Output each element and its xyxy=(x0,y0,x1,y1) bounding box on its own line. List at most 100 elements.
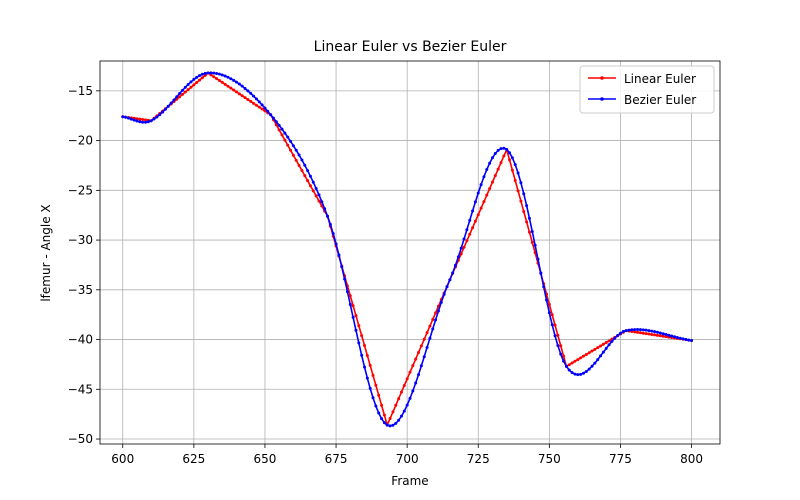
data-point xyxy=(263,106,267,110)
data-point xyxy=(525,220,529,224)
data-point xyxy=(655,330,659,334)
data-point xyxy=(271,116,275,120)
data-point xyxy=(198,78,202,82)
data-point xyxy=(471,209,475,213)
data-point xyxy=(519,181,523,185)
data-point xyxy=(576,373,580,377)
data-point xyxy=(431,317,435,321)
data-point xyxy=(567,368,571,372)
data-point xyxy=(306,179,310,183)
data-point xyxy=(579,356,583,360)
data-point xyxy=(425,331,429,335)
data-point xyxy=(618,331,622,335)
data-point xyxy=(274,120,278,124)
data-point xyxy=(428,336,432,340)
data-point xyxy=(527,230,531,234)
data-point xyxy=(303,174,307,178)
data-point xyxy=(684,338,688,342)
data-point xyxy=(343,277,347,281)
data-point xyxy=(664,335,668,339)
y-tick-label: −35 xyxy=(68,283,93,297)
data-point xyxy=(365,353,369,357)
data-point xyxy=(530,230,534,234)
data-point xyxy=(363,365,366,369)
data-point xyxy=(178,92,182,96)
data-point xyxy=(180,92,184,96)
data-point xyxy=(579,372,583,376)
data-point xyxy=(360,334,364,338)
y-axis-label: lfemur - Angle X xyxy=(39,204,53,301)
data-point xyxy=(545,298,549,302)
data-point xyxy=(388,417,392,420)
data-point xyxy=(650,332,654,336)
data-point xyxy=(192,77,196,81)
data-point xyxy=(434,311,438,315)
data-point xyxy=(326,214,330,218)
x-tick-label: 625 xyxy=(182,452,205,466)
y-tick-label: −45 xyxy=(68,382,93,396)
data-point xyxy=(675,336,679,340)
plot-frame xyxy=(99,60,721,445)
data-point xyxy=(294,158,298,162)
data-point xyxy=(510,156,514,160)
data-point xyxy=(249,91,253,95)
data-point xyxy=(616,333,620,337)
data-point xyxy=(610,339,614,343)
data-point xyxy=(630,328,634,332)
data-point xyxy=(587,367,591,371)
data-point xyxy=(192,83,196,87)
data-point xyxy=(357,341,361,345)
data-point xyxy=(124,115,128,119)
data-point xyxy=(539,271,543,275)
data-point xyxy=(650,329,654,333)
data-point xyxy=(607,343,611,347)
data-point xyxy=(593,361,597,365)
data-point xyxy=(513,163,517,167)
data-point xyxy=(351,315,355,319)
data-point xyxy=(425,346,429,349)
data-point xyxy=(368,386,372,390)
data-point xyxy=(567,363,571,367)
data-point xyxy=(624,329,628,333)
data-point xyxy=(471,226,475,230)
data-point xyxy=(633,328,637,332)
x-tick-label: 600 xyxy=(111,452,134,466)
data-point xyxy=(459,246,463,250)
data-point xyxy=(306,169,310,173)
data-point xyxy=(155,115,159,119)
data-point xyxy=(439,300,443,304)
data-point xyxy=(317,199,321,203)
data-point xyxy=(183,90,187,94)
data-point xyxy=(314,194,318,198)
legend-label-bezier: Bezier Euler xyxy=(624,93,696,107)
data-point xyxy=(252,101,256,105)
data-point xyxy=(533,243,537,247)
data-point xyxy=(135,117,139,121)
data-point xyxy=(126,116,130,120)
data-point xyxy=(590,364,594,368)
data-point xyxy=(226,84,230,88)
data-point xyxy=(661,334,665,338)
data-point xyxy=(402,409,406,413)
data-point xyxy=(559,352,563,356)
data-point xyxy=(417,373,421,377)
data-point xyxy=(456,255,460,259)
data-point xyxy=(195,75,199,79)
data-point xyxy=(448,278,452,282)
data-point xyxy=(172,98,176,102)
data-point xyxy=(510,168,514,172)
data-point xyxy=(627,328,631,332)
data-point xyxy=(380,403,384,407)
data-point xyxy=(220,80,224,84)
data-point xyxy=(141,117,145,121)
data-point xyxy=(562,354,566,358)
data-point xyxy=(431,327,435,331)
data-point xyxy=(641,328,645,332)
data-point xyxy=(385,423,389,427)
data-point xyxy=(175,95,179,99)
data-point xyxy=(180,88,184,92)
data-point xyxy=(223,82,227,86)
data-point xyxy=(163,107,167,111)
y-tick-label: −20 xyxy=(68,134,93,148)
